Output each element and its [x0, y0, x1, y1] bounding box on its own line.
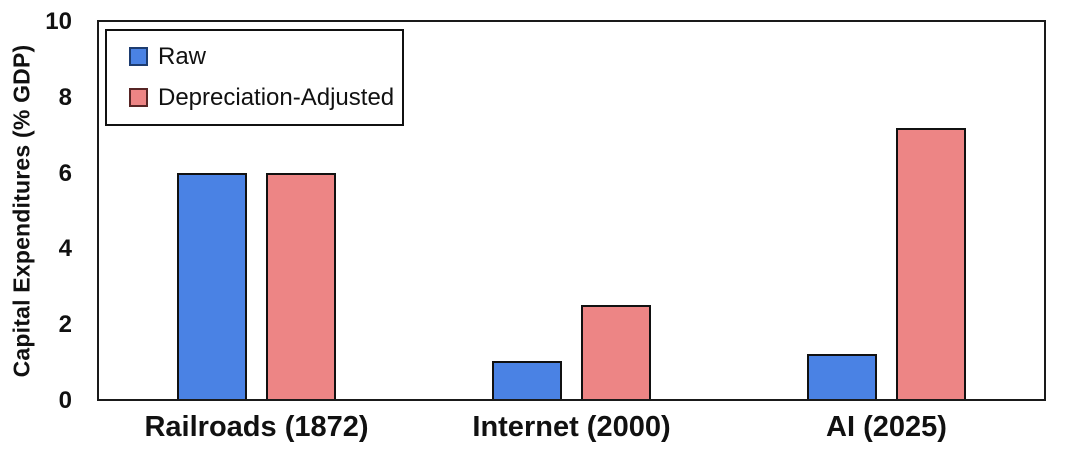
- bar-raw-ai-2025: [807, 353, 877, 399]
- bar-raw-railroads-1872: [177, 172, 247, 399]
- bar-depreciation-adjusted-ai-2025: [896, 127, 966, 399]
- legend: Raw Depreciation-Adjusted: [105, 29, 404, 126]
- y-tick-label-4: 4: [58, 235, 72, 263]
- bar-depreciation-adjusted-internet-2000: [581, 304, 651, 399]
- y-tick-label-10: 10: [45, 8, 72, 35]
- y-tick-label-0: 0: [58, 387, 72, 414]
- legend-label-raw: Raw: [158, 42, 207, 70]
- x-category-label-railroads-1872: Railroads (1872): [144, 411, 369, 443]
- y-axis-tick-labels: 0 2 4 6 8 10: [0, 0, 72, 463]
- bar-raw-internet-2000: [492, 361, 562, 399]
- bar-depreciation-adjusted-railroads-1872: [266, 172, 336, 399]
- x-category-label-ai-2025: AI (2025): [826, 411, 947, 443]
- x-category-label-internet-2000: Internet (2000): [472, 411, 671, 443]
- legend-label-depreciation-adjusted: Depreciation-Adjusted: [158, 83, 395, 111]
- legend-item-depreciation-adjusted: Depreciation-Adjusted: [107, 77, 402, 118]
- y-tick-label-6: 6: [58, 159, 72, 187]
- legend-swatch-depreciation-adjusted-icon: [129, 88, 148, 107]
- y-tick-label-2: 2: [58, 311, 72, 339]
- legend-swatch-raw-icon: [129, 47, 148, 66]
- plot-area: Raw Depreciation-Adjusted: [97, 20, 1046, 401]
- y-tick-label-8: 8: [58, 83, 72, 111]
- legend-item-raw: Raw: [107, 36, 402, 77]
